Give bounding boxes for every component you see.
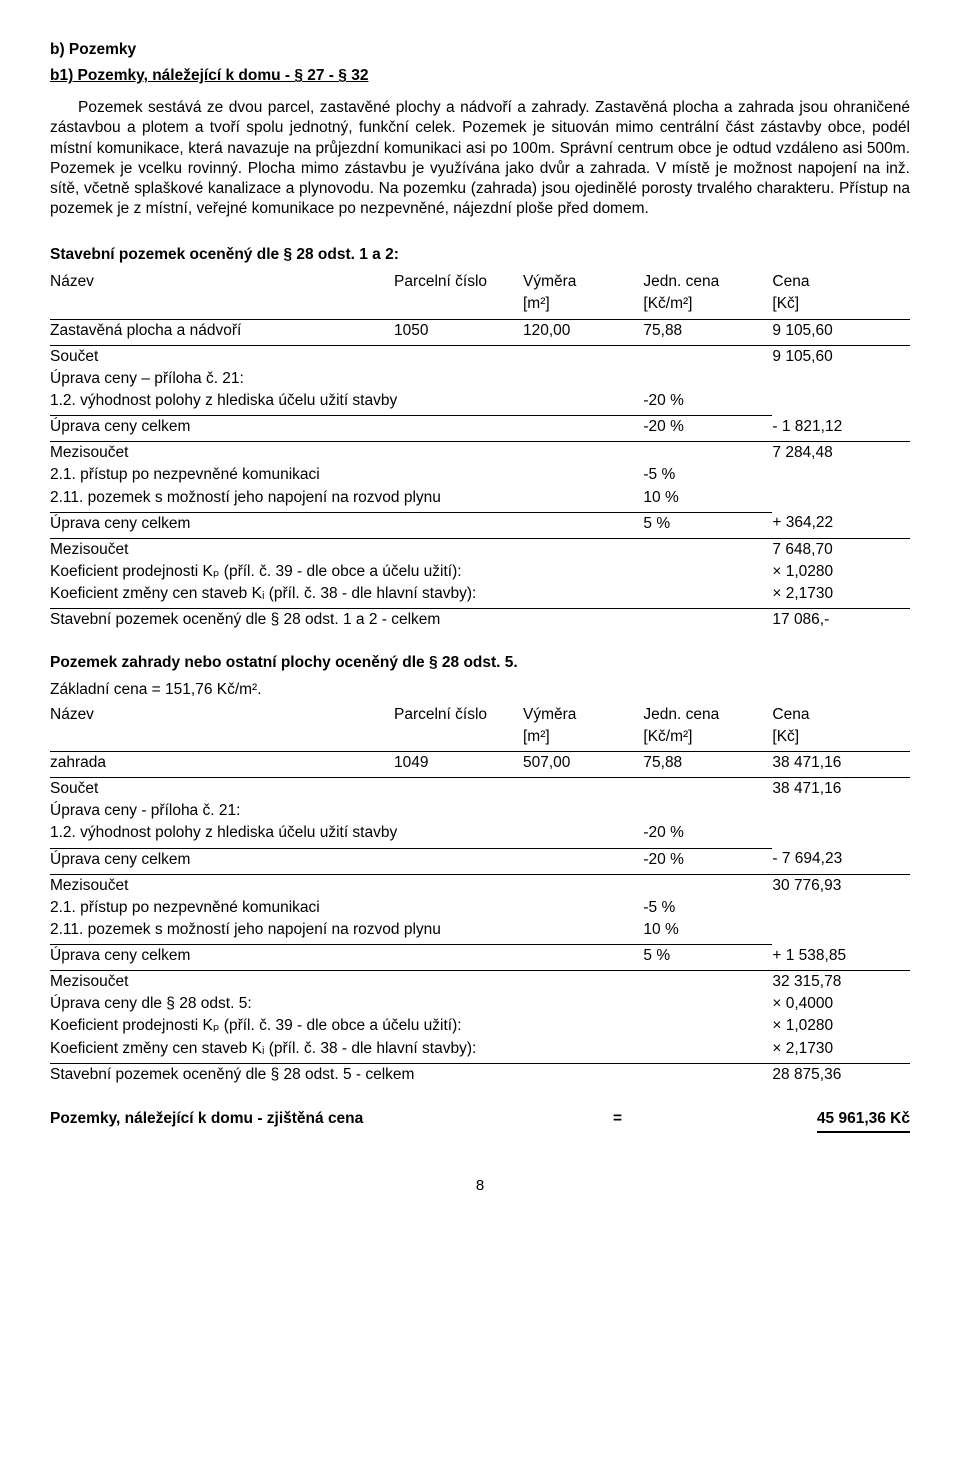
table2-unit-row: [m²] [Kč/m²] [Kč]: [50, 726, 910, 748]
t2-upr21: Úprava ceny - příloha č. 21:: [50, 800, 910, 822]
t2-ucc2-p: 5 %: [643, 945, 772, 968]
table2-title: Pozemek zahrady nebo ostatní plochy ocen…: [50, 653, 910, 673]
t2-l12: 1.2. výhodnost polohy z hlediska účelu u…: [50, 822, 643, 844]
th-cena: Cena: [772, 271, 910, 293]
th2-cena-u: [Kč]: [772, 726, 910, 748]
t1-mez2: Mezisoučet: [50, 538, 772, 561]
th-name: Název: [50, 271, 394, 293]
th2-cena: Cena: [772, 704, 910, 726]
t2-ucc1-v: - 7 694,23: [772, 848, 910, 871]
t1-l21-v: -5 %: [643, 464, 772, 486]
t2-kp: Koeficient prodejnosti Kₚ (příl. č. 39 -…: [50, 1015, 772, 1037]
t1-r1-vym: 120,00: [523, 319, 643, 342]
t2-upr5: Úprava ceny dle § 28 odst. 5:: [50, 993, 772, 1015]
t1-ucc1-v: - 1 821,12: [772, 416, 910, 439]
t2-l211-v: 10 %: [643, 919, 772, 941]
final-val: 45 961,36 Kč: [817, 1109, 910, 1133]
t1-kp-v: × 1,0280: [772, 561, 910, 583]
th2-jedn: Jedn. cena: [643, 704, 772, 726]
th-cena-u: [Kč]: [772, 293, 910, 315]
t2-kp-v: × 1,0280: [772, 1015, 910, 1037]
t1-kp: Koeficient prodejnosti Kₚ (příl. č. 39 -…: [50, 561, 772, 583]
final-eq: =: [583, 1108, 652, 1134]
table2: Název Parcelní číslo Výměra Jedn. cena C…: [50, 704, 910, 1086]
table1-title: Stavební pozemek oceněný dle § 28 odst. …: [50, 245, 910, 265]
t2-r1-vym: 507,00: [523, 751, 643, 774]
t2-soucet-label: Součet: [50, 778, 772, 801]
final-table: Pozemky, náležející k domu - zjištěná ce…: [50, 1108, 910, 1134]
t1-mez2-v: 7 648,70: [772, 538, 910, 561]
t1-mez1-v: 7 284,48: [772, 442, 910, 465]
t2-r1-name: zahrada: [50, 751, 394, 774]
t2-l21-v: -5 %: [643, 897, 772, 919]
t2-l211: 2.11. pozemek s možností jeho napojení n…: [50, 919, 643, 941]
t2-r1-cena: 38 471,16: [772, 751, 910, 774]
t2-ucc1-p: -20 %: [643, 848, 772, 871]
table1-row1: Zastavěná plocha a nádvoří 1050 120,00 7…: [50, 319, 910, 342]
final-label: Pozemky, náležející k domu - zjištěná ce…: [50, 1108, 583, 1134]
t1-ucc2-v: + 364,22: [772, 512, 910, 535]
t1-ki-v: × 2,1730: [772, 583, 910, 605]
t1-ucc2: Úprava ceny celkem: [50, 512, 643, 535]
th-vym: Výměra: [523, 271, 643, 293]
table1: Název Parcelní číslo Výměra Jedn. cena C…: [50, 271, 910, 631]
th2-vym-u: [m²]: [523, 726, 643, 748]
t1-l12: 1.2. výhodnost polohy z hlediska účelu u…: [50, 390, 643, 412]
t2-celkem-v: 28 875,36: [772, 1063, 910, 1086]
t2-ucc2: Úprava ceny celkem: [50, 945, 643, 968]
table1-unit-row: [m²] [Kč/m²] [Kč]: [50, 293, 910, 315]
table2-header-row: Název Parcelní číslo Výměra Jedn. cena C…: [50, 704, 910, 726]
t2-ucc2-v: + 1 538,85: [772, 945, 910, 968]
th-vym-u: [m²]: [523, 293, 643, 315]
t2-r1-jedn: 75,88: [643, 751, 772, 774]
t2-ki: Koeficient změny cen staveb Kᵢ (příl. č.…: [50, 1038, 772, 1060]
t2-l21: 2.1. přístup po nezpevněné komunikaci: [50, 897, 643, 919]
t2-l12-v: -20 %: [643, 822, 772, 844]
t2-soucet-val: 38 471,16: [772, 778, 910, 801]
th2-parc: Parcelní číslo: [394, 704, 523, 726]
t2-ki-v: × 2,1730: [772, 1038, 910, 1060]
t2-r1-parc: 1049: [394, 751, 523, 774]
th-jedn: Jedn. cena: [643, 271, 772, 293]
t2-ucc1: Úprava ceny celkem: [50, 848, 643, 871]
page-number: 8: [50, 1176, 910, 1196]
t2-celkem: Stavební pozemek oceněný dle § 28 odst. …: [50, 1063, 772, 1086]
th2-jedn-u: [Kč/m²]: [643, 726, 772, 748]
t1-l21: 2.1. přístup po nezpevněné komunikaci: [50, 464, 643, 486]
t1-ucc1-p: -20 %: [643, 416, 772, 439]
t1-soucet-label: Součet: [50, 345, 772, 368]
th2-name: Název: [50, 704, 394, 726]
table2-row1: zahrada 1049 507,00 75,88 38 471,16: [50, 751, 910, 774]
t2-mez1: Mezisoučet: [50, 874, 772, 897]
paragraph-description: Pozemek sestává ze dvou parcel, zastavěn…: [50, 98, 910, 219]
table1-header-row: Název Parcelní číslo Výměra Jedn. cena C…: [50, 271, 910, 293]
t2-mez1-v: 30 776,93: [772, 874, 910, 897]
t1-soucet-val: 9 105,60: [772, 345, 910, 368]
t1-celkem-v: 17 086,-: [772, 609, 910, 632]
t1-ucc1: Úprava ceny celkem: [50, 416, 643, 439]
th-parc: Parcelní číslo: [394, 271, 523, 293]
t1-mez1: Mezisoučet: [50, 442, 772, 465]
t1-celkem: Stavební pozemek oceněný dle § 28 odst. …: [50, 609, 772, 632]
t1-l211: 2.11. pozemek s možností jeho napojení n…: [50, 487, 643, 509]
t1-ucc2-p: 5 %: [643, 512, 772, 535]
t2-mez2: Mezisoučet: [50, 971, 772, 994]
t1-upr21: Úprava ceny – příloha č. 21:: [50, 368, 910, 390]
section-b-title: b) Pozemky: [50, 40, 910, 60]
t2-mez2-v: 32 315,78: [772, 971, 910, 994]
t1-r1-jedn: 75,88: [643, 319, 772, 342]
t2-upr5-v: × 0,4000: [772, 993, 910, 1015]
t1-l12-v: -20 %: [643, 390, 772, 412]
section-b1-title: b1) Pozemky, náležející k domu - § 27 - …: [50, 66, 910, 86]
t1-r1-parc: 1050: [394, 319, 523, 342]
th2-vym: Výměra: [523, 704, 643, 726]
t1-ki: Koeficient změny cen staveb Kᵢ (příl. č.…: [50, 583, 772, 605]
t1-r1-name: Zastavěná plocha a nádvoří: [50, 319, 394, 342]
th-jedn-u: [Kč/m²]: [643, 293, 772, 315]
t1-r1-cena: 9 105,60: [772, 319, 910, 342]
t1-l211-v: 10 %: [643, 487, 772, 509]
t2-zakl: Základní cena = 151,76 Kč/m².: [50, 680, 910, 700]
